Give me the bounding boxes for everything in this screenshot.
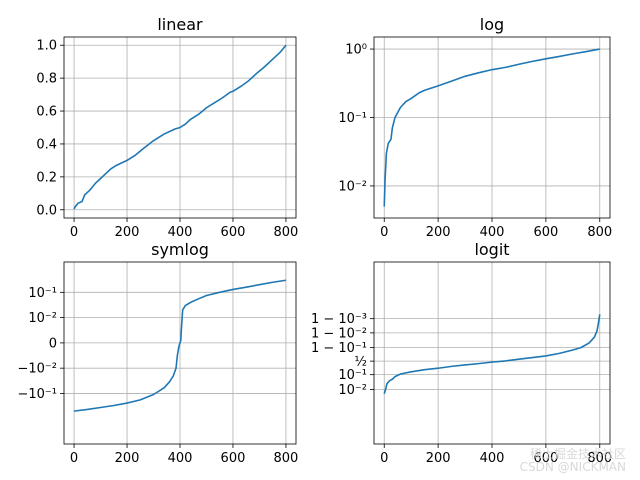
y-tick-label: 1 − 10⁻²	[311, 326, 367, 341]
x-tick-label: 600	[533, 225, 558, 240]
x-tick-label: 0	[380, 225, 388, 240]
subplot-title: linear	[157, 15, 203, 34]
subplot-log: 0 200 400 600 800 10⁻² 10⁻¹ 10⁰ log	[338, 15, 612, 240]
x-tick-label: 200	[115, 451, 140, 466]
x-tick-label: 800	[587, 451, 612, 466]
y-tick-label: 10⁻¹	[338, 111, 367, 126]
y-tick-label: 0.4	[36, 137, 57, 152]
x-tick-label: 0	[380, 451, 388, 466]
x-tick-label: 600	[533, 451, 558, 466]
x-tick-label: 200	[426, 225, 451, 240]
watermark-line-1: 稀土掘金技术社区	[529, 447, 626, 461]
x-tick-label: 800	[274, 451, 299, 466]
x-tick-label: 400	[168, 225, 193, 240]
y-tick-label: 0	[49, 336, 57, 351]
subplot-title: log	[480, 15, 504, 34]
x-tick-label: 600	[221, 451, 246, 466]
y-tick-label: 1.0	[36, 39, 57, 54]
x-tick-label: 400	[168, 451, 193, 466]
y-tick-label: 0.2	[36, 170, 57, 185]
y-tick-label: 0.0	[36, 203, 57, 218]
y-tick-label: −10⁻¹	[17, 387, 57, 402]
series-line	[383, 48, 600, 207]
x-tick-label: 600	[221, 225, 246, 240]
y-tick-label: 10⁰	[345, 43, 367, 58]
x-tick-label: 800	[274, 225, 299, 240]
x-tick-label: 400	[480, 225, 505, 240]
y-tick-label: 10⁻¹	[338, 368, 367, 383]
y-tick-label: ½	[354, 355, 367, 370]
y-tick-label: −10⁻²	[17, 362, 57, 377]
x-tick-label: 0	[70, 225, 78, 240]
series-line	[383, 314, 601, 394]
y-tick-label: 10⁻²	[28, 311, 57, 326]
x-tick-label: 800	[587, 225, 612, 240]
subplot-title: symlog	[151, 240, 209, 259]
series-line	[73, 44, 287, 210]
watermark-line-2: CSDN @NICKMAN	[519, 460, 626, 474]
y-tick-label: 10⁻²	[338, 179, 367, 194]
x-tick-label: 200	[426, 451, 451, 466]
y-tick-label: 1 − 10⁻³	[311, 312, 367, 327]
x-tick-label: 200	[115, 225, 140, 240]
subplot-linear: 0 200 400 600 800 0.0 0.2 0.4 0.6 0.8 1.0 linear	[36, 15, 298, 240]
y-tick-label: 10⁻²	[338, 383, 367, 398]
y-tick-label: 0.8	[36, 72, 57, 87]
watermark: 稀土掘金技术社区 CSDN @NICKMAN	[520, 448, 626, 474]
y-tick-label: 0.6	[36, 105, 57, 120]
x-tick-label: 0	[70, 451, 78, 466]
x-tick-label: 400	[480, 451, 505, 466]
subplot-symlog: 0 200 400 600 800 −10⁻¹ −10⁻² 0 10⁻² 10⁻¹ symlog	[17, 240, 298, 466]
subplot-title: logit	[474, 240, 509, 259]
y-tick-label: 1 − 10⁻¹	[311, 341, 367, 356]
subplot-logit: 0 200 400 600 800 10⁻²10⁻¹½1 − 10⁻¹1 − 10⁻²1 …	[311, 240, 612, 466]
y-tick-label: 10⁻¹	[28, 286, 57, 301]
series-line	[73, 279, 287, 412]
